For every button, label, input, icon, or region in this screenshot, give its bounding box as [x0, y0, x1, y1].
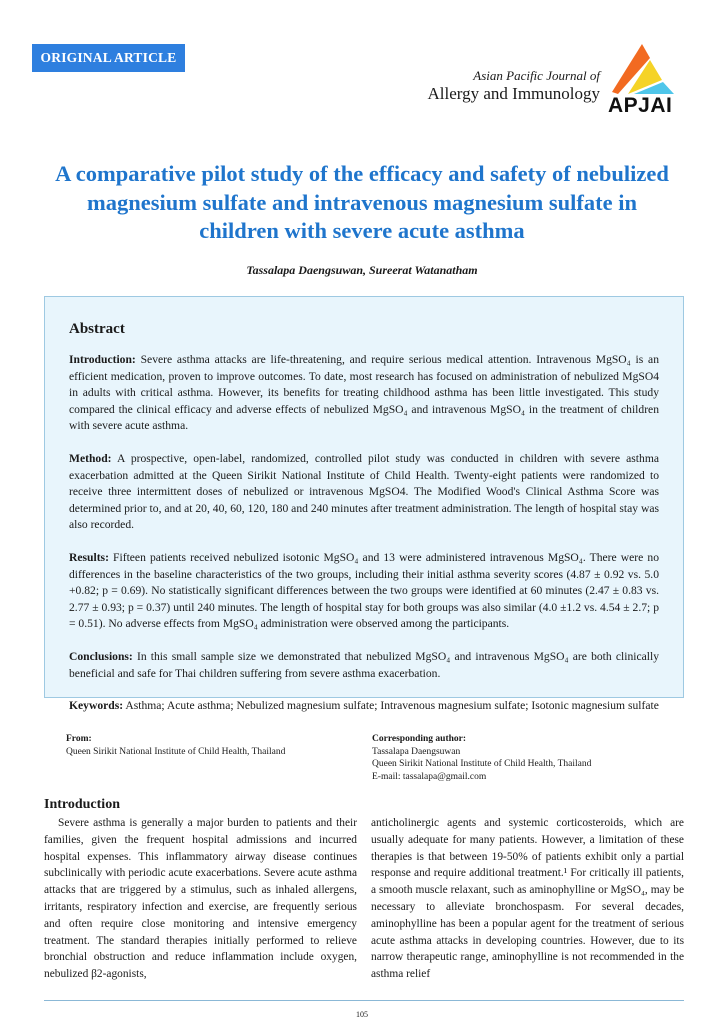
section-text: Asthma; Acute asthma; Nebulized magnesiu…: [123, 699, 659, 713]
section-label: Results:: [69, 550, 109, 564]
intro-paragraph: anticholinergic agents and systemic cort…: [371, 817, 684, 981]
journal-name-line1: Asian Pacific Journal of: [473, 68, 600, 83]
article-type-badge: ORIGINAL ARTICLE: [32, 44, 185, 72]
section-label: Conclusions:: [69, 649, 133, 663]
intro-column-2: anticholinergic agents and systemic cort…: [371, 815, 684, 983]
abstract-heading: Abstract: [69, 321, 125, 337]
abstract-conclusions: Conclusions: In this small sample size w…: [69, 649, 659, 682]
intro-column-1: Severe asthma is generally a major burde…: [44, 815, 357, 983]
affiliation-from: From: Queen Sirikit National Institute o…: [66, 733, 285, 758]
section-text: Severe asthma attacks are life-threateni…: [69, 353, 659, 433]
journal-name: Asian Pacific Journal of Allergy and Imm…: [428, 68, 601, 104]
abstract-method: Method: A prospective, open-label, rando…: [69, 451, 659, 534]
abstract-results: Results: Fifteen patients received nebul…: [69, 550, 659, 633]
logo-text: APJAI: [608, 94, 673, 117]
section-label: Method:: [69, 451, 112, 465]
corr-name: Tassalapa Daengsuwan: [372, 746, 461, 757]
introduction-heading: Introduction: [44, 797, 120, 812]
article-authors: Tassalapa Daengsuwan, Sureerat Watanatha…: [246, 263, 478, 277]
from-label: From:: [66, 734, 92, 744]
abstract-keywords: Keywords: Asthma; Acute asthma; Nebulize…: [69, 698, 659, 715]
apjai-logo-icon: [612, 44, 674, 94]
corr-institution: Queen Sirikit National Institute of Chil…: [372, 759, 592, 769]
section-label: Keywords:: [69, 699, 124, 713]
page-number: 105: [356, 1010, 368, 1019]
abstract-box: Abstract Introduction: Severe asthma att…: [44, 296, 684, 712]
intro-paragraph: Severe asthma is generally a major burde…: [44, 817, 357, 981]
footer-divider: [44, 1000, 684, 1001]
section-text: A prospective, open-label, randomized, c…: [69, 451, 659, 532]
abstract-introduction: Introduction: Severe asthma attacks are …: [69, 352, 659, 435]
corresponding-author: Corresponding author: Tassalapa Daengsuw…: [372, 733, 591, 783]
corr-email: E-mail: tassalapa@gmail.com: [372, 771, 487, 782]
corr-label: Corresponding author:: [372, 734, 467, 744]
section-label: Introduction:: [69, 353, 136, 366]
journal-name-line2: Allergy and Immunology: [427, 84, 601, 103]
section-text: In this small sample size we demonstrate…: [69, 649, 659, 680]
from-text: Queen Sirikit National Institute of Chil…: [66, 746, 286, 757]
section-text: Fifteen patients received nebulized isot…: [69, 550, 659, 631]
article-title: A comparative pilot study of the efficac…: [55, 161, 669, 243]
